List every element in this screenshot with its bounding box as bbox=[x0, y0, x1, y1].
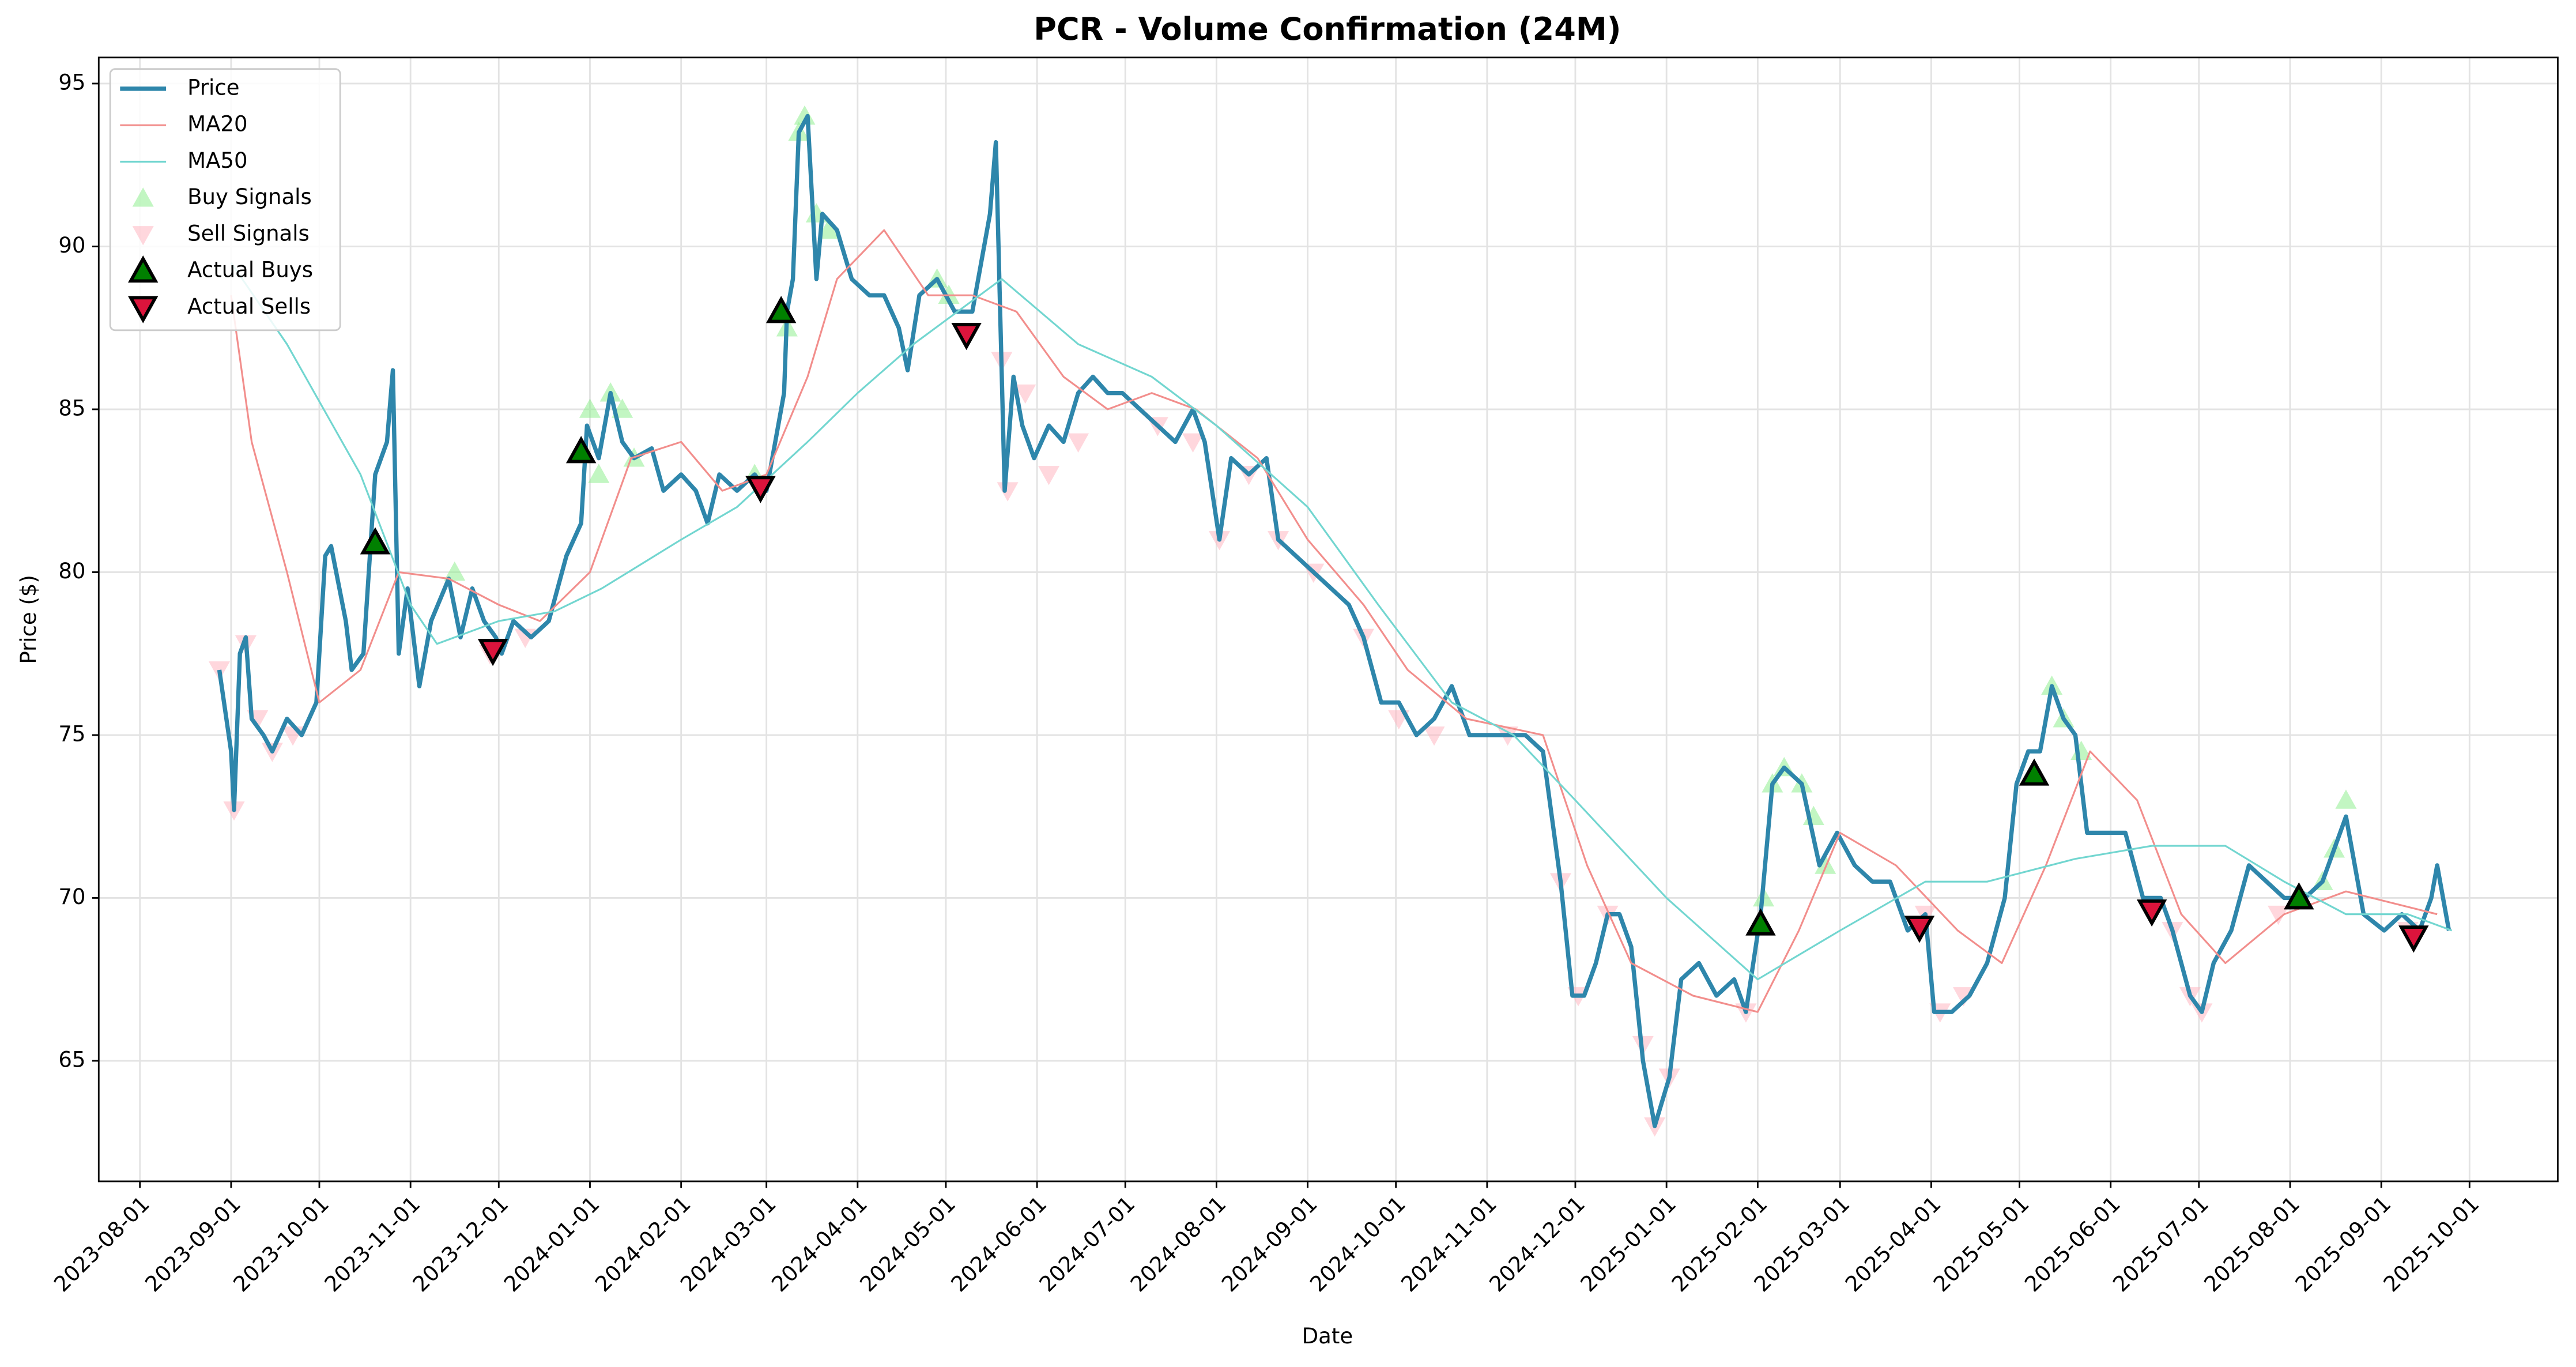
chart-title: PCR - Volume Confirmation (24M) bbox=[1034, 11, 1621, 47]
signal-marker bbox=[794, 105, 816, 125]
signal-marker bbox=[817, 219, 839, 239]
signal-marker bbox=[2398, 925, 2429, 953]
signal-marker bbox=[2284, 882, 2314, 910]
signal-marker bbox=[1014, 384, 1036, 404]
signal-marker bbox=[579, 398, 601, 418]
line-2 bbox=[230, 262, 2453, 981]
legend-swatch bbox=[132, 187, 154, 207]
signal-marker bbox=[514, 628, 536, 648]
legend-swatch bbox=[132, 226, 154, 246]
plot-frame bbox=[97, 57, 2559, 1183]
signal-marker bbox=[1423, 726, 1445, 746]
signal-marker bbox=[2268, 905, 2290, 925]
legend-label: Sell Signals bbox=[187, 221, 310, 246]
y-tick-label: 90 bbox=[58, 233, 85, 258]
legend-label: Price bbox=[187, 75, 239, 100]
signal-marker bbox=[588, 464, 610, 483]
y-tick-label: 85 bbox=[58, 396, 85, 420]
legend-label: Actual Sells bbox=[187, 294, 311, 319]
y-tick-label: 70 bbox=[58, 884, 85, 909]
signal-marker bbox=[951, 323, 982, 351]
signal-marker bbox=[1815, 854, 1836, 874]
signal-marker bbox=[745, 476, 776, 503]
signal-marker bbox=[1953, 987, 1975, 1007]
signal-marker bbox=[1182, 433, 1204, 453]
signal-marker bbox=[2335, 789, 2357, 809]
x-axis-label: Date bbox=[1302, 1324, 1353, 1349]
y-tick-label: 95 bbox=[58, 70, 85, 95]
signal-marker bbox=[1068, 433, 1089, 453]
signal-marker bbox=[765, 296, 797, 323]
legend-swatch bbox=[128, 296, 159, 323]
signal-marker bbox=[997, 482, 1019, 502]
legend-label: Buy Signals bbox=[187, 184, 312, 209]
signal-marker bbox=[2136, 899, 2167, 927]
signal-marker bbox=[938, 284, 960, 304]
legend-label: Actual Buys bbox=[187, 258, 313, 283]
signal-marker bbox=[360, 527, 391, 555]
legend-box bbox=[109, 68, 341, 332]
signal-marker bbox=[565, 436, 597, 464]
legend-swatch bbox=[128, 255, 159, 283]
y-axis-label: Price ($) bbox=[16, 575, 41, 664]
y-tick-label: 80 bbox=[58, 559, 85, 583]
y-tick-label: 75 bbox=[58, 721, 85, 746]
signal-marker bbox=[444, 561, 466, 581]
legend-label: MA50 bbox=[187, 148, 247, 173]
y-tick-label: 65 bbox=[58, 1047, 85, 1072]
signal-marker bbox=[1038, 466, 1060, 485]
signal-marker bbox=[477, 639, 508, 666]
signal-marker bbox=[1745, 908, 1776, 936]
signal-marker bbox=[2019, 758, 2050, 786]
legend-label: MA20 bbox=[187, 112, 247, 137]
signal-marker bbox=[1904, 916, 1935, 943]
